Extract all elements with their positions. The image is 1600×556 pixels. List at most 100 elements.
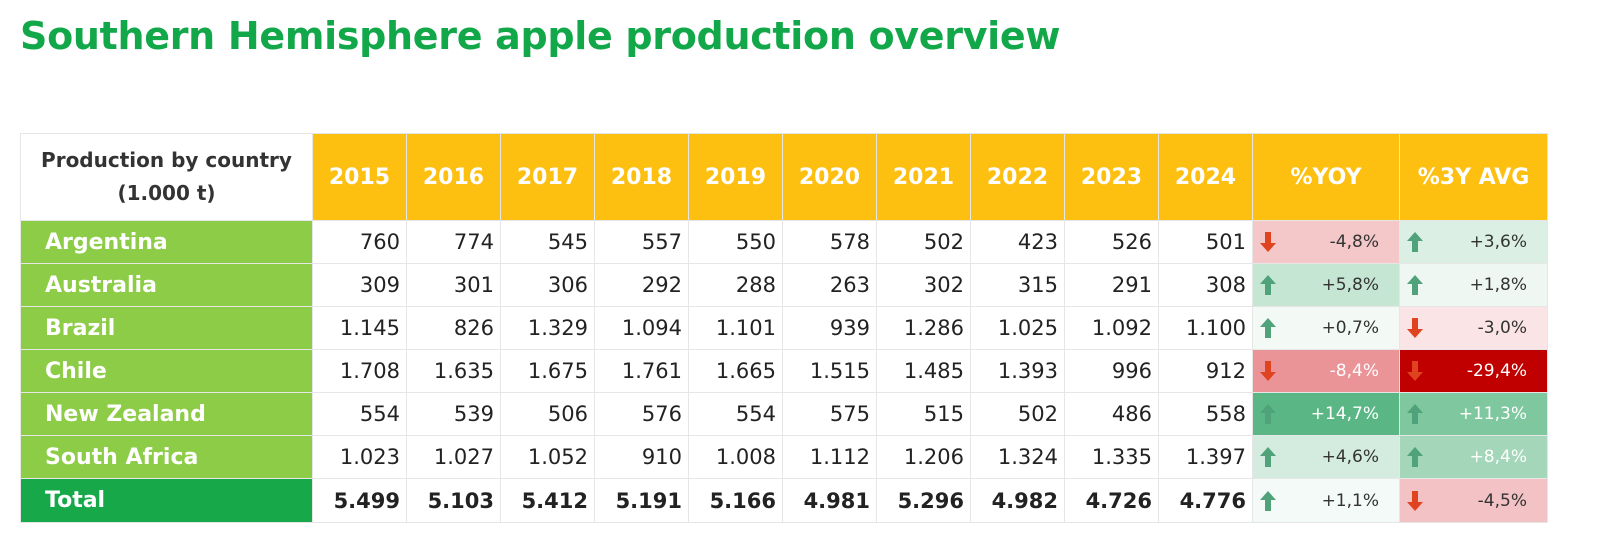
country-name: Chile xyxy=(20,349,313,393)
value-cell-2018: 576 xyxy=(594,392,689,436)
avg3y-cell-value: +11,3% xyxy=(1458,404,1527,424)
arrow-down-icon xyxy=(1259,231,1277,253)
avg3y-cell: +1,8% xyxy=(1399,263,1548,307)
production-table: Production by country (1.000 t) 2015 2016… xyxy=(20,133,1548,523)
yoy-cell: -8,4% xyxy=(1252,349,1400,393)
value-cell-2021: 1.206 xyxy=(876,435,971,479)
year-header-2016: 2016 xyxy=(406,133,501,221)
country-name: Argentina xyxy=(20,220,313,264)
value-cell-2023: 526 xyxy=(1064,220,1159,264)
arrow-up-icon xyxy=(1406,403,1424,425)
yoy-cell: +5,8% xyxy=(1252,263,1400,307)
avg3y-cell-value: -29,4% xyxy=(1466,361,1527,381)
yoy-cell-value: +5,8% xyxy=(1321,275,1379,295)
arrow-up-icon xyxy=(1259,317,1277,339)
page-title: Southern Hemisphere apple production ove… xyxy=(20,14,1061,58)
value-cell-2020: 263 xyxy=(782,263,877,307)
value-cell-2022: 502 xyxy=(970,392,1065,436)
avg3y-cell: +3,6% xyxy=(1399,220,1548,264)
year-header-2023: 2023 xyxy=(1064,133,1159,221)
country-name: Australia xyxy=(20,263,313,307)
value-cell-2018: 557 xyxy=(594,220,689,264)
avg3y-cell-value: +1,8% xyxy=(1469,275,1527,295)
avg3y-cell: -3,0% xyxy=(1399,306,1548,350)
header-label-line2: (1.000 t) xyxy=(117,181,216,205)
arrow-down-icon xyxy=(1259,360,1277,382)
value-cell-2017: 1.052 xyxy=(500,435,595,479)
value-cell-2022: 4.982 xyxy=(970,478,1065,523)
arrow-up-icon xyxy=(1259,446,1277,468)
value-cell-2018: 910 xyxy=(594,435,689,479)
value-cell-2017: 306 xyxy=(500,263,595,307)
arrow-down-icon xyxy=(1406,490,1424,512)
value-cell-2023: 486 xyxy=(1064,392,1159,436)
yoy-cell-value: -8,4% xyxy=(1329,361,1379,381)
year-header-2021: 2021 xyxy=(876,133,971,221)
value-cell-2016: 826 xyxy=(406,306,501,350)
yoy-cell: -4,8% xyxy=(1252,220,1400,264)
country-name: Brazil xyxy=(20,306,313,350)
year-header-2015: 2015 xyxy=(312,133,407,221)
value-cell-2017: 1.675 xyxy=(500,349,595,393)
table-header-row: Production by country (1.000 t) 2015 2016… xyxy=(20,133,1548,221)
yoy-cell-value: +4,6% xyxy=(1321,447,1379,467)
value-cell-2020: 4.981 xyxy=(782,478,877,523)
value-cell-2020: 575 xyxy=(782,392,877,436)
value-cell-2018: 292 xyxy=(594,263,689,307)
value-cell-2021: 1.286 xyxy=(876,306,971,350)
avg3y-cell: -4,5% xyxy=(1399,478,1548,523)
value-cell-2020: 1.515 xyxy=(782,349,877,393)
avg3y-cell-value: -3,0% xyxy=(1477,318,1527,338)
value-cell-2024: 1.100 xyxy=(1158,306,1253,350)
value-cell-2015: 760 xyxy=(312,220,407,264)
avg3y-cell: +11,3% xyxy=(1399,392,1548,436)
arrow-up-icon xyxy=(1259,490,1277,512)
value-cell-2024: 912 xyxy=(1158,349,1253,393)
value-cell-2021: 5.296 xyxy=(876,478,971,523)
value-cell-2016: 1.027 xyxy=(406,435,501,479)
value-cell-2018: 1.761 xyxy=(594,349,689,393)
value-cell-2017: 506 xyxy=(500,392,595,436)
value-cell-2024: 1.397 xyxy=(1158,435,1253,479)
arrow-up-icon xyxy=(1406,274,1424,296)
year-header-2017: 2017 xyxy=(500,133,595,221)
arrow-up-icon xyxy=(1259,274,1277,296)
table-row: New Zealand 554 539 506 576 554 575 515 502 486 55… xyxy=(20,392,1548,436)
avg3y-cell-value: +8,4% xyxy=(1469,447,1527,467)
value-cell-2022: 315 xyxy=(970,263,1065,307)
value-cell-2019: 554 xyxy=(688,392,783,436)
table-header-label: Production by country (1.000 t) xyxy=(20,133,313,221)
year-header-2020: 2020 xyxy=(782,133,877,221)
table-row: South Africa 1.023 1.027 1.052 910 1.008 1.112… xyxy=(20,435,1548,479)
value-cell-2024: 501 xyxy=(1158,220,1253,264)
value-cell-2023: 996 xyxy=(1064,349,1159,393)
yoy-cell: +0,7% xyxy=(1252,306,1400,350)
value-cell-2019: 5.166 xyxy=(688,478,783,523)
arrow-up-icon xyxy=(1406,446,1424,468)
value-cell-2015: 1.145 xyxy=(312,306,407,350)
total-label: Total xyxy=(20,478,313,523)
avg3y-cell-value: -4,5% xyxy=(1477,490,1527,511)
value-cell-2019: 1.008 xyxy=(688,435,783,479)
value-cell-2015: 554 xyxy=(312,392,407,436)
yoy-cell-value: +0,7% xyxy=(1321,318,1379,338)
value-cell-2019: 1.665 xyxy=(688,349,783,393)
value-cell-2020: 578 xyxy=(782,220,877,264)
value-cell-2023: 291 xyxy=(1064,263,1159,307)
value-cell-2022: 423 xyxy=(970,220,1065,264)
yoy-cell-value: -4,8% xyxy=(1329,232,1379,252)
table-row: Brazil 1.145 826 1.329 1.094 1.101 939 1.286 1.0… xyxy=(20,306,1548,350)
value-cell-2018: 5.191 xyxy=(594,478,689,523)
arrow-up-icon xyxy=(1406,231,1424,253)
year-header-2019: 2019 xyxy=(688,133,783,221)
value-cell-2017: 5.412 xyxy=(500,478,595,523)
value-cell-2017: 1.329 xyxy=(500,306,595,350)
value-cell-2015: 5.499 xyxy=(312,478,407,523)
value-cell-2021: 502 xyxy=(876,220,971,264)
value-cell-2016: 1.635 xyxy=(406,349,501,393)
value-cell-2016: 301 xyxy=(406,263,501,307)
value-cell-2015: 1.023 xyxy=(312,435,407,479)
yoy-cell-value: +1,1% xyxy=(1321,490,1379,511)
total-row: Total 5.499 5.103 5.412 5.191 5.166 4.981 5.296… xyxy=(20,478,1548,523)
value-cell-2018: 1.094 xyxy=(594,306,689,350)
